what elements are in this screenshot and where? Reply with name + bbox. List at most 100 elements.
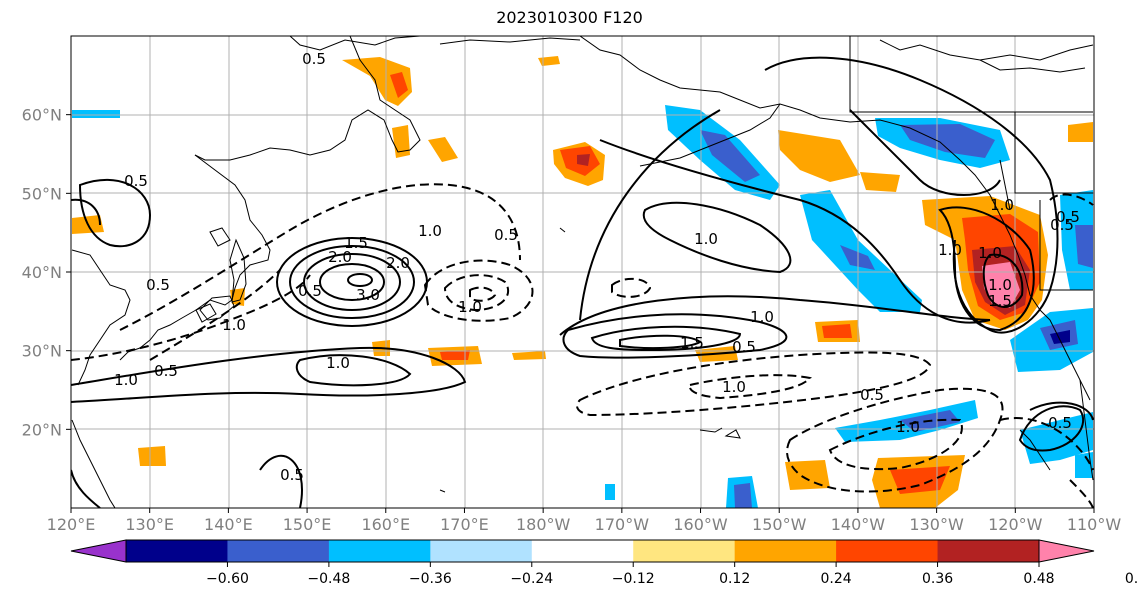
- contour-label: 1.5: [344, 234, 368, 252]
- lon-tick-label: 120°W: [988, 515, 1043, 534]
- negative-anomaly-area: [900, 124, 995, 158]
- colorbar-segment: [227, 540, 330, 562]
- lon-tick-labels: 120°E 130°E 140°E 150°E 160°E 170°E 180°W 170°W…: [47, 508, 1121, 534]
- contour-label: 0.5: [298, 282, 322, 300]
- contour-label: 1.0: [938, 241, 962, 259]
- negative-anomaly-area: [700, 130, 760, 182]
- lon-tick-label: 130°E: [125, 515, 174, 534]
- contour-label: 0.5: [146, 276, 170, 294]
- gridlines: [71, 36, 1094, 508]
- contour-label: 1.0: [114, 371, 138, 389]
- colorbar-segment: [734, 540, 837, 562]
- map-title: 2023010300 F120: [496, 8, 643, 27]
- positive-anomaly-area: [822, 324, 852, 338]
- lon-tick-label: 160°W: [673, 515, 728, 534]
- colorbar-tick-label: 0.12: [719, 571, 750, 587]
- colorbar-tick-label: −0.12: [612, 571, 655, 587]
- shading-layer: [72, 56, 1093, 508]
- contour-label: 2.0: [328, 248, 352, 266]
- negative-contour-lines: [71, 183, 1094, 508]
- positive-anomaly-area: [982, 262, 1020, 308]
- colorbar-tick-label: 0.36: [922, 571, 953, 587]
- contour-label: 1.0: [222, 316, 246, 334]
- positive-anomaly-area: [1068, 122, 1093, 142]
- contour-lines: [71, 56, 1094, 508]
- lat-tick-label: 20°N: [22, 420, 62, 439]
- contour-label: 0.5: [154, 362, 178, 380]
- contour-label: 2.0: [386, 254, 410, 272]
- positive-anomaly-area: [785, 460, 830, 490]
- positive-anomaly-area: [342, 57, 412, 106]
- contour-label: 0.5: [732, 338, 756, 356]
- lon-tick-label: 180°W: [516, 515, 571, 534]
- colorbar-segment: [328, 540, 431, 562]
- contour-label: 1.0: [722, 378, 746, 396]
- lon-tick-label: 170°W: [595, 515, 650, 534]
- contour-label: 1.0: [418, 222, 442, 240]
- negative-anomaly-area: [1075, 225, 1093, 268]
- lon-tick-label: 140°W: [831, 515, 886, 534]
- lon-tick-label: 120°E: [47, 515, 96, 534]
- colorbar-tick-label: 0.48: [1023, 571, 1054, 587]
- colorbar-tick-label: −0.24: [510, 571, 553, 587]
- colorbar-tick-label: 0.60: [1125, 571, 1139, 587]
- lat-tick-label: 50°N: [22, 184, 62, 203]
- negative-anomaly-area: [1050, 330, 1070, 344]
- positive-anomaly-area: [392, 125, 410, 158]
- contour-label: 1.0: [458, 298, 482, 316]
- contour-label: 0.5: [124, 172, 148, 190]
- colorbar-tick-label: −0.48: [307, 571, 350, 587]
- lon-tick-label: 170°E: [440, 515, 489, 534]
- contour-label: 1.0: [694, 230, 718, 248]
- negative-anomaly-area: [734, 483, 752, 508]
- positive-anomaly-area: [538, 56, 560, 66]
- contour-labels: 0.50.50.50.50.50.51.01.01.01.01.01.01.01…: [114, 50, 1080, 484]
- colorbar-segment: [633, 540, 736, 562]
- positive-anomaly-area: [440, 350, 470, 360]
- positive-anomaly-area: [778, 130, 860, 182]
- lat-tick-label: 40°N: [22, 263, 62, 282]
- colorbar-segment: [126, 540, 228, 562]
- lat-tick-labels: 20°N 30°N 40°N 50°N 60°N: [22, 106, 71, 439]
- positive-anomaly-area: [577, 154, 590, 166]
- negative-anomaly-area: [72, 110, 120, 118]
- contour-label: 1.0: [990, 196, 1014, 214]
- lon-tick-label: 130°W: [909, 515, 964, 534]
- contour-label: 0.5: [494, 226, 518, 244]
- lat-tick-label: 30°N: [22, 342, 62, 361]
- contour-label: 1.0: [326, 354, 350, 372]
- positive-anomaly-area: [512, 351, 546, 360]
- positive-anomaly-area: [860, 172, 900, 192]
- contour-label: 0.5: [1048, 414, 1072, 432]
- contour-label: 1.5: [988, 292, 1012, 310]
- colorbar: −0.60 −0.48 −0.36 −0.24 −0.12 0.12 0.24 0.36 0.4…: [70, 539, 1139, 587]
- positive-anomaly-area: [390, 72, 408, 98]
- contour-label: 0.5: [1056, 208, 1080, 226]
- positive-anomaly-area: [428, 137, 458, 162]
- contour-label: 1.0: [978, 244, 1002, 262]
- negative-anomaly-area: [605, 484, 615, 500]
- colorbar-extend-low: [70, 539, 127, 563]
- contour-label: 0.5: [1050, 216, 1074, 234]
- contour-label: 1.0: [988, 276, 1012, 294]
- positive-anomaly-area: [890, 466, 950, 494]
- lat-tick-label: 60°N: [22, 106, 62, 125]
- colorbar-tick-label: −0.60: [206, 571, 249, 587]
- colorbar-tick-label: −0.36: [409, 571, 452, 587]
- contour-label: 1.5: [680, 334, 704, 352]
- lon-tick-label: 150°W: [752, 515, 807, 534]
- colorbar-extend-high: [1038, 539, 1095, 563]
- contour-label: 1.0: [896, 418, 920, 436]
- contour-label: 0.5: [860, 386, 884, 404]
- lon-tick-label: 160°E: [361, 515, 410, 534]
- colorbar-tick-label: 0.24: [821, 571, 852, 587]
- negative-anomaly-area: [1075, 452, 1093, 478]
- contour-label: 0.5: [280, 466, 304, 484]
- contour-label: 3.0: [356, 286, 380, 304]
- lon-tick-label: 140°E: [204, 515, 253, 534]
- contour-label: 1.0: [750, 308, 774, 326]
- colorbar-segment: [430, 540, 533, 562]
- lon-tick-label: 150°E: [283, 515, 332, 534]
- positive-anomaly-area: [138, 446, 166, 466]
- colorbar-segment: [937, 540, 1040, 562]
